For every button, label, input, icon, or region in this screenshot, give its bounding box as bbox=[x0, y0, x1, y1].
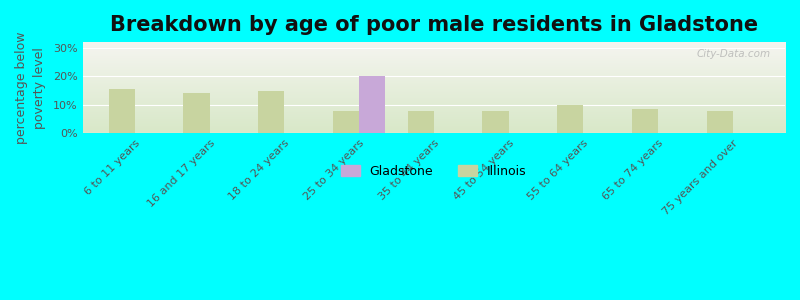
Text: City-Data.com: City-Data.com bbox=[697, 50, 771, 59]
Title: Breakdown by age of poor male residents in Gladstone: Breakdown by age of poor male residents … bbox=[110, 15, 758, 35]
Bar bbox=[632, 109, 658, 133]
Bar bbox=[482, 111, 509, 133]
Bar bbox=[359, 76, 386, 133]
Bar bbox=[706, 111, 733, 133]
Y-axis label: percentage below
poverty level: percentage below poverty level bbox=[15, 31, 46, 144]
Bar bbox=[557, 105, 583, 133]
Bar bbox=[333, 111, 359, 133]
Legend: Gladstone, Illinois: Gladstone, Illinois bbox=[336, 160, 532, 183]
Bar bbox=[109, 89, 135, 133]
Bar bbox=[258, 91, 284, 133]
Bar bbox=[183, 93, 210, 133]
Bar bbox=[408, 111, 434, 133]
